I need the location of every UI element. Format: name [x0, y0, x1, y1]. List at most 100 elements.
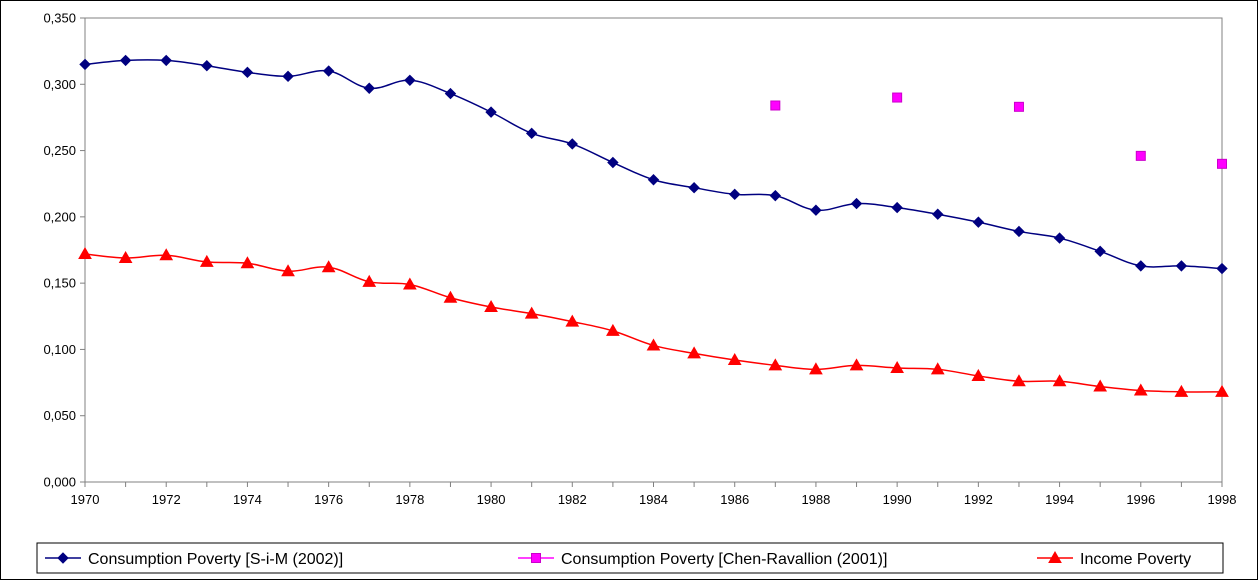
series-consumption-sim [79, 54, 1228, 275]
data-point-income-poverty [890, 360, 905, 373]
data-point-consumption-sim [160, 54, 172, 67]
data-point-consumption-sim [1053, 232, 1066, 244]
data-point-consumption-sim [932, 208, 944, 220]
x-tick-label: 1986 [720, 492, 749, 507]
series-layer [78, 54, 1229, 397]
data-point-income-poverty [1133, 383, 1148, 396]
y-tick-label: 0,250 [43, 143, 76, 158]
legend-swatch-marker [57, 552, 69, 564]
data-point-consumption-sim [566, 138, 578, 150]
x-tick-label: 1970 [71, 492, 100, 507]
x-tick-label: 1982 [558, 492, 587, 507]
data-point-consumption-chen-ravallion [1013, 101, 1024, 112]
legend-item-income-poverty: Income Poverty [1037, 550, 1191, 568]
data-point-income-poverty [1012, 374, 1026, 387]
data-point-consumption-sim [525, 127, 538, 140]
data-point-consumption-sim [810, 204, 822, 216]
data-point-consumption-sim [647, 174, 660, 186]
axes [84, 17, 1223, 483]
data-point-income-poverty [565, 314, 580, 327]
data-point-income-poverty [524, 306, 539, 319]
x-tick-label: 1990 [883, 492, 912, 507]
data-point-income-poverty [606, 323, 620, 336]
data-point-consumption-chen-ravallion [770, 100, 781, 111]
data-point-income-poverty [240, 256, 255, 269]
legend-label: Consumption Poverty [S-i-M (2002)] [88, 551, 343, 568]
legend: Consumption Poverty [S-i-M (2002)] Consum… [36, 542, 1224, 574]
data-point-income-poverty [484, 299, 498, 313]
y-tick-label: 0,350 [43, 11, 76, 26]
x-axis-ticks: 1970 1972 1974 1976 1978 1980 1982 1984 1986 1988… [71, 482, 1237, 507]
legend-item-consumption-chen-ravallion: Consumption Poverty [Chen-Ravallion (200… [518, 551, 887, 568]
data-point-consumption-sim [79, 58, 91, 71]
data-point-income-poverty [78, 246, 92, 259]
data-point-income-poverty [971, 368, 986, 381]
data-point-consumption-sim [322, 65, 335, 77]
x-tick-label: 1984 [639, 492, 668, 507]
data-point-consumption-sim [363, 82, 375, 94]
y-tick-label: 0,300 [43, 77, 76, 92]
data-point-income-poverty [768, 358, 783, 371]
data-point-income-poverty [646, 338, 661, 351]
data-point-income-poverty [443, 290, 458, 303]
data-point-consumption-sim [1135, 260, 1147, 272]
data-point-consumption-sim [1094, 245, 1106, 258]
data-point-income-poverty [321, 260, 336, 273]
data-point-income-poverty [849, 358, 864, 371]
plot-area [85, 18, 1222, 482]
data-point-income-poverty [727, 353, 742, 366]
data-point-consumption-sim [241, 66, 254, 79]
data-point-consumption-sim [891, 201, 903, 214]
data-point-consumption-chen-ravallion [1135, 150, 1146, 161]
x-tick-label: 1976 [314, 492, 343, 507]
legend-swatch-marker [531, 553, 541, 563]
x-tick-label: 1996 [1126, 492, 1155, 507]
data-point-income-poverty [1215, 384, 1229, 397]
data-point-consumption-sim [119, 54, 132, 67]
y-tick-label: 0,000 [43, 475, 76, 490]
data-point-consumption-sim [972, 216, 985, 228]
data-point-income-poverty [281, 264, 295, 277]
legend-item-consumption-sim: Consumption Poverty [S-i-M (2002)] [45, 551, 343, 568]
data-point-consumption-sim [201, 60, 213, 72]
legend-label: Income Poverty [1080, 551, 1191, 568]
data-point-income-poverty [1052, 374, 1067, 387]
data-point-income-poverty [199, 254, 214, 267]
data-point-consumption-sim [850, 197, 863, 210]
data-point-consumption-sim [282, 70, 294, 83]
series-income-poverty [78, 246, 1229, 397]
data-point-income-poverty [402, 277, 417, 290]
data-point-income-poverty [809, 362, 823, 375]
series-consumption-chen-ravallion [770, 92, 1227, 169]
data-point-income-poverty [362, 274, 377, 287]
legend-label: Consumption Poverty [Chen-Ravallion (200… [561, 551, 887, 568]
data-point-consumption-sim [485, 106, 497, 118]
x-tick-label: 1998 [1208, 492, 1237, 507]
data-point-income-poverty [159, 248, 174, 261]
data-point-consumption-sim [688, 181, 700, 194]
legend-swatch-marker [1048, 550, 1062, 563]
x-tick-label: 1992 [964, 492, 993, 507]
data-point-income-poverty [930, 362, 945, 375]
data-point-consumption-sim [1216, 262, 1228, 275]
data-point-consumption-sim [607, 156, 619, 169]
x-tick-label: 1994 [1045, 492, 1074, 507]
data-point-income-poverty [118, 250, 133, 263]
data-point-income-poverty [1093, 379, 1108, 392]
data-point-consumption-sim [729, 188, 741, 201]
y-tick-label: 0,050 [43, 408, 76, 423]
data-point-consumption-sim [769, 189, 782, 202]
data-point-income-poverty [1174, 384, 1189, 397]
data-point-consumption-chen-ravallion [892, 92, 903, 103]
x-tick-label: 1972 [152, 492, 181, 507]
x-tick-label: 1988 [801, 492, 830, 507]
x-tick-label: 1974 [233, 492, 262, 507]
x-tick-label: 1980 [477, 492, 506, 507]
data-point-consumption-sim [1013, 225, 1025, 238]
data-point-consumption-sim [1175, 260, 1188, 272]
data-point-income-poverty [687, 346, 701, 359]
data-point-consumption-chen-ravallion [1217, 158, 1227, 169]
y-tick-label: 0,150 [43, 276, 76, 291]
data-point-consumption-sim [404, 74, 416, 87]
